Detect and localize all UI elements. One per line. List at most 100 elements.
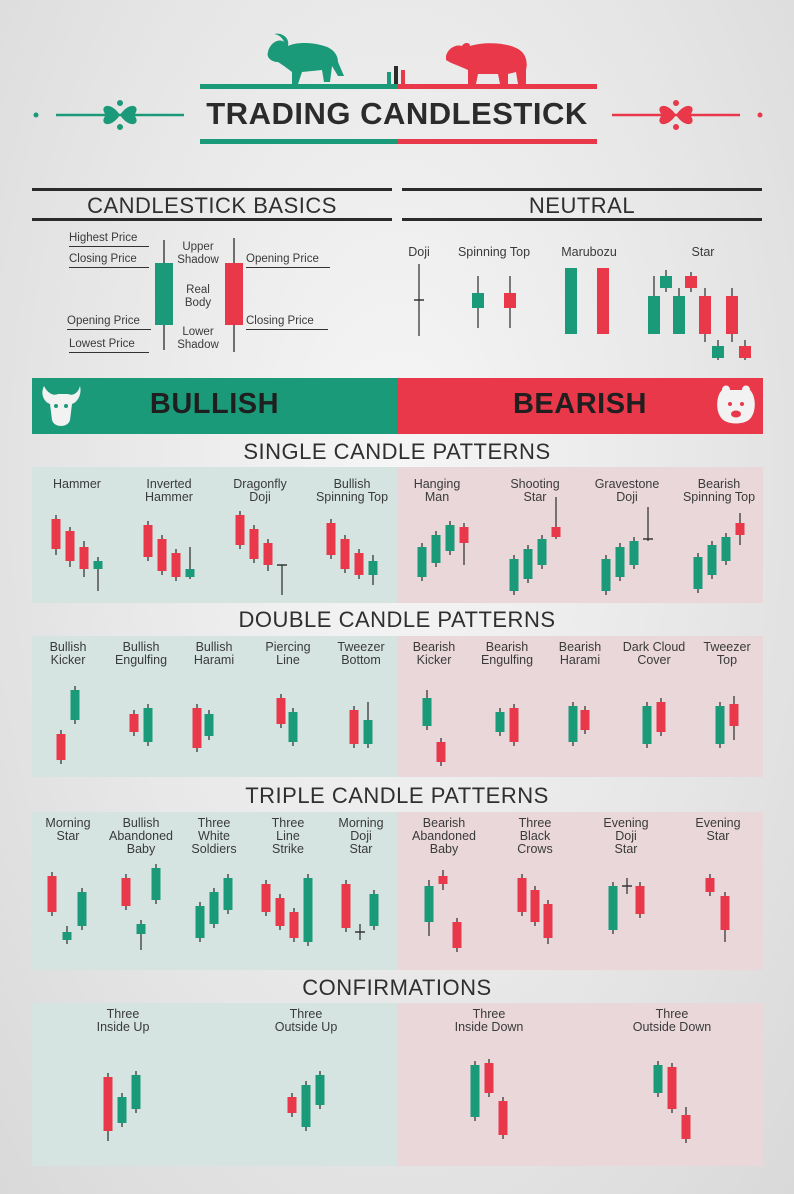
tweezer-top-c1 — [715, 706, 725, 744]
triple-label-0: Morning Star — [45, 816, 91, 843]
neutral-label-star: Star — [691, 245, 715, 259]
double-label-9: Tweezer Top — [703, 640, 751, 667]
basics-top-rule — [32, 188, 392, 191]
double-label-5: Bearish Kicker — [412, 640, 456, 667]
label-highest-price: Highest Price — [69, 232, 149, 247]
bull-candle-body — [155, 263, 173, 325]
hangman-c2 — [431, 535, 441, 563]
bullspin-c4 — [368, 561, 378, 575]
bull-abandoned-c2 — [136, 924, 146, 934]
dark-cloud-c1 — [642, 706, 652, 744]
dragonfly-c3 — [263, 543, 273, 565]
page-title: TRADING CANDLESTICK — [206, 96, 588, 131]
basics-bottom-rule — [32, 218, 392, 221]
gravestone-c1 — [601, 559, 611, 591]
double-label-3: Piercing Line — [265, 640, 311, 667]
single-label-3: Bullish Spinning Top — [315, 477, 389, 504]
triple-label-2: Three White Soldiers — [191, 816, 237, 856]
three-inside-down-c1 — [470, 1065, 480, 1117]
bearspin-c1 — [693, 557, 703, 589]
header: TRADING CANDLESTICK — [0, 0, 794, 160]
neutral-label-spinning-top: Spinning Top — [457, 245, 531, 259]
three-white-c1 — [195, 906, 205, 938]
bull-kicker-c2 — [70, 690, 80, 720]
triple-label-8: Evening Star — [695, 816, 741, 843]
single-label-2: Dragonfly Doji — [233, 477, 287, 504]
three-black-c3 — [543, 904, 553, 938]
three-inside-down-c2 — [484, 1063, 494, 1093]
single-label-4: Hanging Man — [413, 477, 461, 504]
evening-star-c1 — [705, 878, 715, 892]
bear-harami-c1 — [568, 706, 578, 742]
three-line-c4 — [303, 878, 313, 942]
tweezer-bot-c1 — [349, 710, 359, 744]
invhammer-c3 — [171, 553, 181, 577]
morning-star-c1 — [47, 876, 57, 912]
three-inside-up-c2 — [117, 1097, 127, 1123]
confirm-band-bull — [32, 1003, 397, 1166]
triple-label-7: Evening Doji Star — [603, 816, 649, 856]
label-closing-price-right: Closing Price — [246, 315, 328, 330]
neutral-star-4 — [685, 276, 697, 288]
gravestone-c3 — [629, 541, 639, 565]
bearspin-c4 — [735, 523, 745, 535]
bull-harami-c1 — [192, 708, 202, 748]
shooting-c3 — [537, 539, 547, 565]
bull-abandoned-c1 — [121, 878, 131, 906]
bullspin-c1 — [326, 523, 336, 555]
neutral-star-6 — [712, 346, 724, 358]
neutral-label-marubozu: Marubozu — [561, 245, 617, 259]
neutral-star-7 — [726, 296, 738, 334]
confirm-label-3: Three Outside Down — [632, 1007, 712, 1034]
shooting-c4 — [551, 527, 561, 537]
title-bar-bottom-left — [200, 139, 397, 144]
ornament-right-icon — [612, 100, 763, 130]
bear-engulf-c1 — [495, 712, 505, 732]
tweezer-top-c2 — [729, 704, 739, 726]
basics-heading: CANDLESTICK BASICS — [87, 193, 337, 218]
neutral-marubozu-bull — [565, 268, 577, 334]
bear-harami-c2 — [580, 710, 590, 730]
neutral-diagram — [414, 264, 751, 360]
bear-abandoned-c2 — [438, 876, 448, 884]
hangman-c3 — [445, 525, 455, 551]
three-white-c2 — [209, 892, 219, 924]
three-inside-down-c3 — [498, 1101, 508, 1135]
piercing-c2 — [288, 712, 298, 742]
double-patterns-diagram — [56, 686, 739, 766]
neutral-star-2 — [660, 276, 672, 288]
triple-label-4: Morning Doji Star — [338, 816, 384, 856]
bull-harami-c2 — [204, 714, 214, 736]
gravestone-c2 — [615, 547, 625, 577]
hammer-c1 — [51, 519, 61, 549]
bullish-banner — [32, 378, 397, 434]
neutral-bottom-rule — [402, 218, 762, 221]
bear-candle-body — [225, 263, 243, 325]
bull-abandoned-c3 — [151, 868, 161, 900]
bear-kicker-c2 — [436, 742, 446, 762]
title-bar-top-right — [397, 84, 597, 89]
single-label-5: Shooting Star — [510, 477, 560, 504]
bear-abandoned-c1 — [424, 886, 434, 922]
single-label-0: Hammer — [53, 477, 101, 491]
triple-patterns-diagram — [47, 864, 730, 952]
neutral-label-doji: Doji — [408, 245, 430, 259]
shooting-c2 — [523, 549, 533, 579]
dark-cloud-c2 — [656, 702, 666, 732]
label-lower-shadow: Lower Shadow — [177, 326, 219, 351]
three-line-c1 — [261, 884, 271, 912]
three-outside-down-c2 — [667, 1067, 677, 1109]
neutral-marubozu-bear — [597, 268, 609, 334]
three-inside-up-c3 — [131, 1075, 141, 1109]
dragonfly-c1 — [235, 515, 245, 545]
label-opening-price-left: Opening Price — [67, 315, 151, 330]
bearish-label: BEARISH — [512, 388, 647, 420]
three-outside-up-c2 — [301, 1085, 311, 1127]
triple-label-3: Three Line Strike — [271, 816, 305, 856]
bull-kicker-c1 — [56, 734, 66, 760]
confirm-label-1: Three Outside Up — [274, 1007, 338, 1034]
single-label-6: Gravestone Doji — [594, 477, 660, 504]
bear-abandoned-c3 — [452, 922, 462, 948]
triple-label-1: Bullish Abandoned Baby — [109, 816, 173, 856]
tweezer-bot-c2 — [363, 720, 373, 744]
